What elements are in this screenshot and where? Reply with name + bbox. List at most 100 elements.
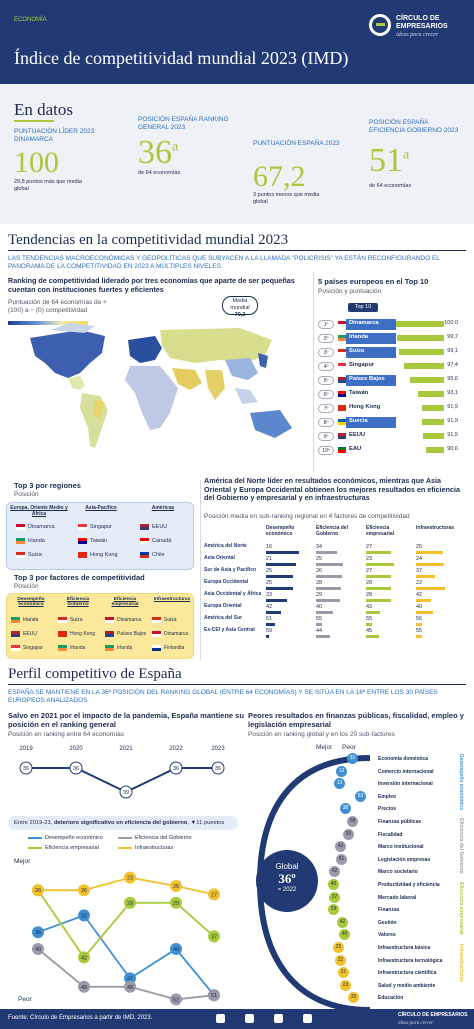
- section-label: ECONOMÍA: [14, 17, 47, 23]
- regional-row-name: Europa Oriental: [204, 603, 242, 609]
- regional-bar: [316, 623, 322, 626]
- right-mejor: Mejor: [316, 744, 333, 751]
- series-value: 36: [35, 930, 41, 936]
- subfactor-point: 42: [329, 866, 340, 878]
- overall-point: [19, 761, 33, 775]
- regional-sub: Posición media en sub-ranking regional e…: [204, 513, 410, 520]
- regional-bar: [266, 623, 275, 626]
- subfactor-name: Fiscalidad: [378, 831, 403, 838]
- flag-icon: [11, 645, 20, 651]
- note-bold: deterioro significativo en eficiencia de…: [53, 820, 188, 826]
- footer-source: Fuente: Círculo de Empresarios a partir …: [8, 1015, 153, 1021]
- regional-bar: [366, 563, 394, 566]
- year-label: 2020: [69, 746, 83, 752]
- flag-icon: [11, 631, 20, 637]
- twitter-icon[interactable]: [216, 1014, 225, 1023]
- subfactor-point: 22: [335, 954, 346, 966]
- world-map: [30, 323, 292, 448]
- regional-bar: [316, 587, 341, 590]
- flag-icon: [338, 419, 346, 425]
- regional-bar: [366, 623, 372, 626]
- kpi3-note: 3 puntos menos que media global: [253, 192, 320, 205]
- rank-position: 1º: [318, 320, 334, 329]
- legend-item: Infraestructuras: [118, 845, 173, 851]
- regional-row-name: América del Norte: [204, 543, 247, 549]
- divider: [8, 250, 466, 251]
- score-bar: [422, 405, 444, 411]
- top10-row: 2º Irlanda 99,7: [318, 332, 458, 345]
- series-value: 26: [81, 888, 87, 894]
- category-label: Desempeño económico: [458, 754, 464, 811]
- score-bar: [410, 377, 444, 383]
- regional-bar: [366, 635, 379, 638]
- linkedin-icon[interactable]: [245, 1014, 254, 1023]
- regional-value: 28: [366, 592, 373, 598]
- regional-bar: [266, 575, 293, 578]
- country-name: Dinamarca: [349, 320, 379, 326]
- youtube-icon[interactable]: [303, 1014, 312, 1023]
- left-title: Salvo en 2021 por el impacto de la pande…: [8, 711, 244, 729]
- regional-bar: [266, 611, 281, 614]
- map-title: Ranking de competitividad liderado por t…: [8, 276, 295, 294]
- series-point: [124, 972, 136, 985]
- overall-value: 36: [73, 766, 79, 772]
- country-name: EEUU: [152, 524, 168, 530]
- legend-swatch: [28, 847, 42, 849]
- country-name: EEUU: [349, 432, 366, 438]
- factor-item: Dinamarca: [105, 617, 141, 623]
- regional-bar: [366, 587, 391, 590]
- series-value: 51: [211, 993, 217, 999]
- subfactor-point: 58: [347, 816, 358, 827]
- tendencias-title: Tendencias en la competitividad mundial …: [8, 232, 289, 248]
- top10-row: 5º Países Bajos 95,6: [318, 374, 458, 387]
- regional-value: 29: [316, 592, 323, 598]
- country-name: Irlanda: [349, 334, 369, 340]
- factor-item: Irlanda: [11, 617, 38, 623]
- flag-icon: [105, 617, 114, 623]
- regional-bar: [316, 635, 330, 638]
- regional-bar: [416, 635, 422, 638]
- regional-value: 37: [416, 568, 423, 574]
- top5-title: 5 países europeos en el Top 10: [318, 277, 429, 286]
- regional-value: 40: [316, 604, 323, 610]
- subfactor-name: Finanzas públicas: [378, 819, 422, 825]
- subfactor-name: Marco institucional: [378, 844, 424, 851]
- country-name: EEUU: [23, 631, 37, 637]
- factor-item: Finlandia: [152, 645, 184, 651]
- legend-label: Eficiencia empresarial: [45, 845, 99, 851]
- subfactor-name: Comercio internacional: [378, 768, 434, 775]
- tendencias-subtitle: LAS TENDENCIAS MACROECONÓMICAS Y GEOPOLÍ…: [8, 255, 440, 270]
- country-name: EAU: [349, 446, 362, 452]
- subfactor-name: Legislación empresas: [378, 856, 431, 863]
- subfactor-name: Infraestructura tecnológica: [378, 957, 443, 964]
- flag-icon: [140, 552, 149, 558]
- series-value: 49: [127, 985, 133, 991]
- flag-icon: [338, 349, 346, 355]
- media-mundial-bubble: Media mundial 70,2: [222, 296, 258, 318]
- score-bar: [426, 447, 444, 453]
- regional-value: 55: [416, 628, 423, 634]
- page-title: Índice de competitividad mundial 2023 (I…: [14, 48, 349, 68]
- kpi2-sup: a: [172, 139, 179, 155]
- rank-position: 5º: [318, 376, 334, 385]
- subfactor-name: Infraestructura básica: [378, 945, 431, 951]
- factor-item: Irlanda: [105, 645, 132, 651]
- regional-value: 59: [266, 628, 273, 634]
- subfactor-point: 13: [336, 765, 347, 777]
- regional-bar: [266, 551, 299, 554]
- category-label: Infraestructuras: [458, 944, 464, 983]
- top10-row: 6º Taiwán 93,1: [318, 388, 458, 401]
- top3-factores-title: Top 3 por factores de competitividad: [14, 573, 145, 582]
- footer-brand: CÍRCULO DE EMPRESARIOS: [398, 1012, 468, 1018]
- regional-bar: [266, 599, 287, 602]
- subfactor-name: Infraestructura científica: [378, 970, 437, 977]
- global-badge: Global 36º = 2022: [256, 850, 318, 912]
- series-point: [78, 980, 90, 993]
- overall-point: [69, 761, 83, 775]
- regional-value: 28: [366, 580, 373, 586]
- factor-header: Infraestructuras: [153, 597, 191, 602]
- instagram-icon[interactable]: [274, 1014, 283, 1023]
- flag-icon: [78, 552, 87, 558]
- subfactor-name: Gestión: [378, 919, 397, 926]
- score-bar: [418, 391, 444, 397]
